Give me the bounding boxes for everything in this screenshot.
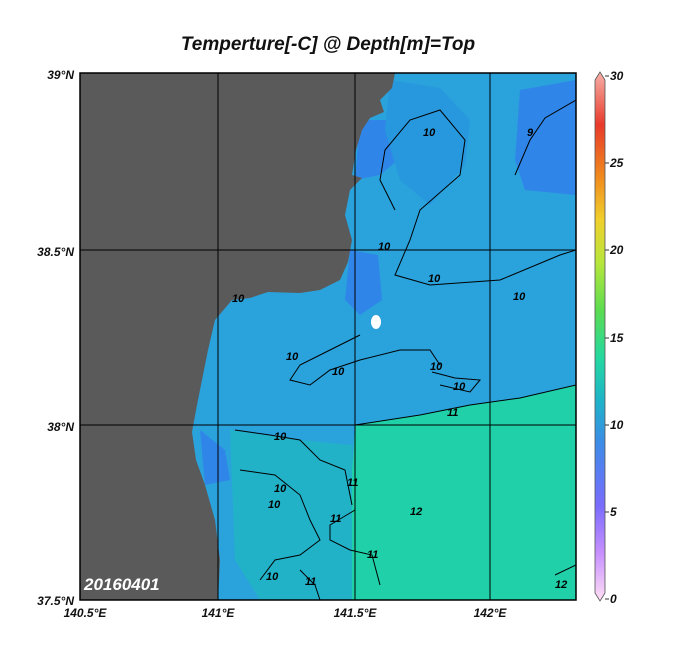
colorbar-tick-label: 15 [610,331,624,345]
land-honshu [80,73,395,600]
sea-cold-bay-south [345,250,382,315]
contour-label: 10 [332,366,345,378]
map-title: Temperture[-C] @ Depth[m]=Top [180,34,476,55]
x-tick-label: 140.5°E [64,606,108,620]
sea-cool-north [385,80,470,205]
contour-label: 11 [330,513,341,525]
contour-label: 10 [513,291,526,303]
sea-cold-coast [200,430,230,485]
contour-label: 10 [423,127,436,139]
x-tick-label: 141.5°E [334,606,378,620]
contour-label: 10 [378,241,391,253]
contour-label: 10 [428,273,441,285]
sea-cold-northeast [515,80,576,195]
contour-labels: 9 10 10 10 10 10 10 10 10 10 10 10 10 10… [232,127,567,591]
graticule [80,73,576,600]
y-tick-label: 39°N [47,68,74,82]
colorbar-tick-label: 20 [609,243,624,257]
contour-label: 12 [410,506,422,518]
contour-label: 10 [430,361,443,373]
contour-label: 9 [527,127,534,139]
contour-label: 11 [447,407,458,419]
contour-label: 10 [268,499,281,511]
contour-label: 10 [274,431,287,443]
contour-label: 12 [555,579,567,591]
contour-label: 10 [274,483,287,495]
colorbar-ticks [605,75,609,600]
x-tick-label: 141°E [202,606,236,620]
colorbar-tick-label: 10 [610,418,624,432]
temperature-contours [234,99,576,600]
contour-label: 10 [266,571,279,583]
contour-label: 11 [367,549,378,561]
contour-label: 10 [232,293,245,305]
contour-label: 11 [305,576,316,588]
y-tick-label: 38.5°N [37,245,74,259]
colorbar-tick-label: 30 [610,69,624,83]
contour-label: 10 [286,351,299,363]
y-tick-label: 37.5°N [37,594,74,608]
colorbar [594,71,606,602]
colorbar-tick-label: 25 [609,156,624,170]
colorbar-tick-label: 5 [610,505,617,519]
island-marker [371,315,381,329]
x-tick-label: 142°E [474,606,508,620]
watermark-text: Ocean Data View [578,525,588,598]
plot-frame [79,72,577,601]
sea-warm-region [346,385,576,600]
contour-label: 10 [453,381,466,393]
contour-label: 11 [347,477,358,489]
date-stamp: 20160401 [83,575,160,594]
colorbar-tick-label: 0 [610,592,617,606]
y-tick-label: 38°N [47,420,74,434]
